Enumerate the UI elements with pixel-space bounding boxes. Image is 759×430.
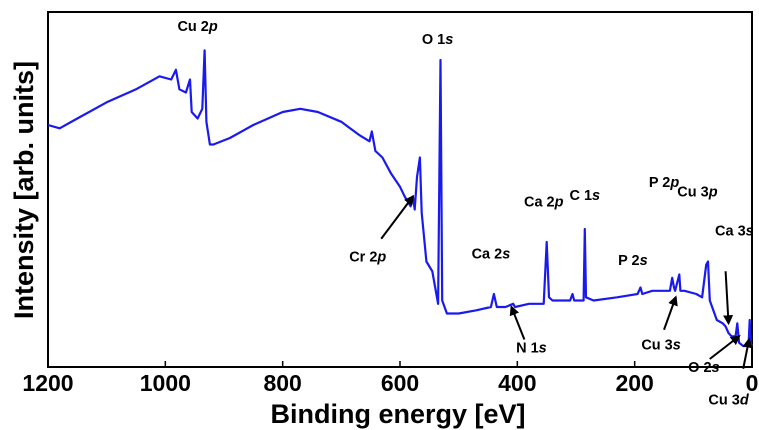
peak-label: P 2s — [618, 253, 648, 269]
annotation-arrow — [742, 337, 753, 369]
x-tick-label: 0 — [746, 370, 759, 396]
peak-label: P 2p — [649, 175, 680, 191]
peak-label: Cu 3p — [677, 185, 717, 201]
peak-label: Cu 3s — [641, 337, 681, 353]
peak-label: Ca 2p — [524, 194, 564, 210]
x-tick-label: 1000 — [140, 370, 191, 396]
peak-label: O 1s — [422, 32, 453, 48]
peak-label: Cu 3d — [708, 393, 749, 409]
peak-label: Ca 3s — [715, 224, 754, 240]
x-tick-label: 800 — [263, 370, 301, 396]
plot-frame — [47, 11, 753, 368]
x-axis-ticks — [47, 361, 753, 367]
y-axis-title: Intensity [arb. units] — [9, 61, 39, 319]
annotation-arrow — [709, 335, 741, 360]
x-tick-label: 1200 — [22, 370, 73, 396]
x-axis-tick-labels: 1200 1000 800 600 400 200 0 — [22, 370, 758, 396]
peak-label: C 1s — [569, 188, 600, 204]
peak-label: Ca 2s — [472, 246, 511, 262]
peak-label: Cr 2p — [349, 250, 386, 266]
annotation-arrow — [380, 194, 415, 240]
peak-label: O 2s — [688, 360, 719, 376]
annotation-arrow — [663, 295, 678, 331]
annotation-arrow — [509, 305, 526, 340]
spectrum-line — [47, 49, 754, 348]
peak-label: N 1s — [516, 341, 547, 357]
annotation-arrow — [723, 271, 734, 326]
x-axis-title: Binding energy [eV] — [270, 399, 525, 429]
peak-label: Cu 2p — [177, 19, 217, 35]
x-tick-label: 400 — [498, 370, 536, 396]
x-tick-label: 200 — [615, 370, 653, 396]
x-tick-label: 600 — [381, 370, 419, 396]
